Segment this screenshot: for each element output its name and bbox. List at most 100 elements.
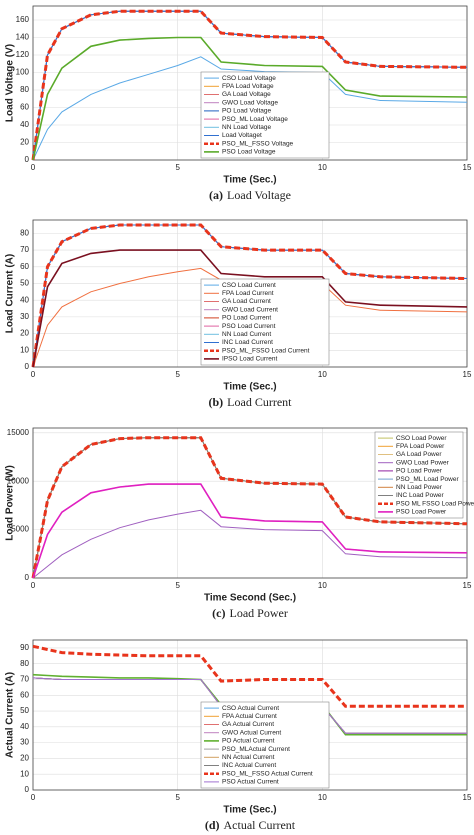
y-tick-label: 10000 [7,476,30,485]
caption: (c) Load Power [212,606,288,620]
series-line [32,56,468,161]
legend-label: Load Voltaget [222,132,262,139]
legend-label: FPA Load Current [222,290,274,297]
y-tick-label: 0 [25,573,30,582]
legend-label: FPA Load Voltage [222,83,274,90]
y-axis-label: Load Power (W) [5,465,16,541]
x-tick-label: 5 [175,793,180,802]
x-tick-label: 5 [175,581,180,590]
legend-label: PSO Load Power [396,509,447,516]
x-tick-label: 10 [318,581,327,590]
y-tick-label: 0 [25,155,30,164]
legend-label: PSO ML FSSO Load Power [396,500,474,507]
y-tick-label: 20 [20,754,29,763]
y-tick-label: 0 [25,362,30,371]
caption: (d) Actual Current [205,818,296,832]
x-tick-label: 15 [463,370,472,379]
y-axis-label: Load Voltage (V) [5,44,16,122]
y-tick-label: 40 [20,722,29,731]
x-tick-label: 15 [463,581,472,590]
y-tick-label: 0 [25,785,30,794]
y-tick-label: 60 [20,262,29,271]
y-axis-label: Actual Current (A) [5,672,16,758]
series-line [31,436,468,579]
legend-box [200,701,330,789]
caption-label: (b) [209,395,224,409]
plot-frame [32,639,468,791]
y-tick-label: 10 [20,345,29,354]
y-tick-label: 30 [20,312,29,321]
x-axis-label: Time (Sec.) [223,382,276,393]
legend-label: NN Load Current [222,331,271,338]
y-tick-label: 15000 [7,428,30,437]
chart-panel: 0 10 20 30 40 50 60 70 80 90 0 5 10 15 CSO Actual Curr… [5,639,472,832]
x-tick-label: 10 [318,793,327,802]
caption: (b) Load Current [209,395,293,409]
legend-label: GWO Load Current [222,306,278,313]
series-line [32,677,467,734]
y-tick-label: 70 [20,675,29,684]
caption-label: (d) [205,818,220,832]
series-line [32,644,467,708]
caption-text: Actual Current [224,818,296,832]
caption-label: (a) [209,188,223,202]
caption-label: (c) [212,606,225,620]
x-axis-label: Time (Sec.) [223,175,276,186]
chart-panel: 0 10 20 30 40 50 60 70 80 0 5 10 15 CSO Load CurrentF… [5,219,472,409]
x-tick-label: 10 [318,370,327,379]
legend-label: CSO Load Power [396,435,447,442]
legend-label: GA Load Power [396,451,442,458]
legend-box [200,278,330,366]
x-tick-label: 0 [31,793,36,802]
x-axis-label: Time (Sec.) [223,805,276,816]
series-line [32,36,468,161]
plot-frame [32,427,468,579]
legend-label: PSO Actual Current [222,779,279,786]
y-tick-label: 50 [20,279,29,288]
caption: (a) Load Voltage [209,188,291,202]
series-line [31,223,468,368]
legend-label: INC Actual Current [222,762,276,769]
x-tick-label: 15 [463,793,472,802]
y-tick-label: 80 [20,659,29,668]
legend-box [200,71,330,159]
chart-panel: 0 20 40 60 80 100 120 140 160 0 5 10 15 CSO Load Volt… [5,5,472,202]
legend-label: NN Actual Current [222,754,275,761]
y-tick-label: 40 [20,120,29,129]
y-tick-label: 80 [20,228,29,237]
y-tick-label: 30 [20,738,29,747]
caption-text: Load Power [230,606,288,620]
legend-label: GA Load Voltage [222,91,271,98]
x-tick-label: 15 [463,163,472,172]
y-tick-label: 40 [20,295,29,304]
legend-label: FPA Load Power [396,443,445,450]
legend-label: PSO_ML Load Power [396,476,459,483]
caption-text: Load Voltage [227,188,291,202]
legend-label: FPA Actual Current [222,713,277,720]
legend-label: IPSO Load Current [222,356,277,363]
y-tick-label: 160 [16,15,30,24]
y-tick-label: 70 [20,245,29,254]
y-tick-label: 5000 [11,525,29,534]
legend-label: NN Load Power [396,484,443,491]
legend-label: GWO Load Power [396,459,450,466]
y-tick-label: 10 [20,769,29,778]
y-tick-label: 20 [20,329,29,338]
series-line [31,9,468,161]
legend-label: PSO_ML_FSSO Voltage [222,140,294,147]
legend-label: CSO Load Current [222,282,276,289]
legend-label: CSO Actual Current [222,705,279,712]
series-line [32,509,468,579]
caption-text: Load Current [227,395,292,409]
y-tick-label: 90 [20,643,29,652]
legend-label: GWO Load Voltage [222,99,278,106]
legend-label: PSO_MLActual Current [222,746,290,753]
legend-label: PO Load Current [222,315,271,322]
y-tick-label: 140 [16,33,30,42]
x-tick-label: 0 [31,581,36,590]
